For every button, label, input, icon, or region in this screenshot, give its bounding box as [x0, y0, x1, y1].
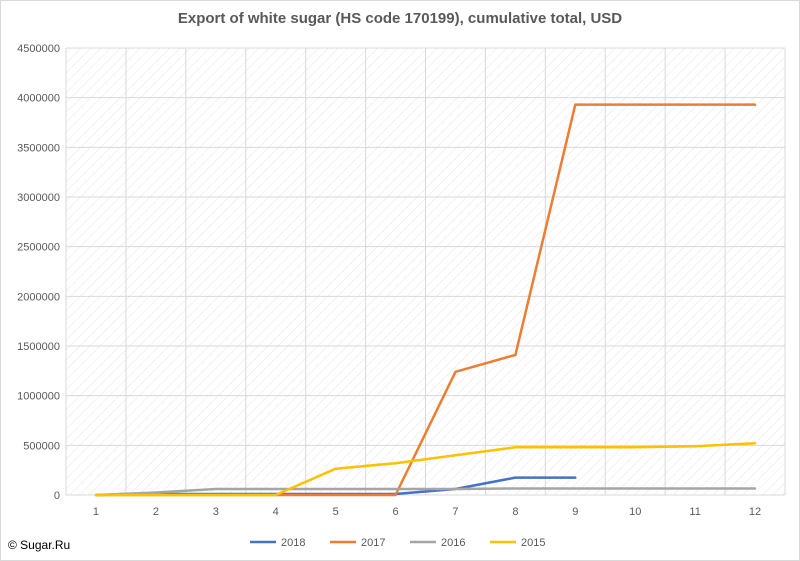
y-tick-label: 500000 — [23, 440, 60, 452]
legend-label-2016: 2016 — [441, 537, 465, 549]
y-tick-label: 2500000 — [17, 242, 60, 254]
x-tick-label: 7 — [452, 506, 458, 518]
legend-label-2015: 2015 — [521, 537, 545, 549]
x-axis-tick-labels: 1 2 3 4 5 6 7 8 9 10 11 12 — [93, 506, 761, 518]
x-tick-label: 5 — [333, 506, 339, 518]
x-tick-label: 6 — [392, 506, 398, 518]
x-tick-label: 10 — [629, 506, 641, 518]
x-tick-label: 4 — [273, 506, 279, 518]
y-tick-label: 3500000 — [17, 142, 60, 154]
x-tick-label: 2 — [153, 506, 159, 518]
x-tick-label: 12 — [749, 506, 761, 518]
x-tick-label: 11 — [689, 506, 700, 518]
y-tick-label: 4500000 — [17, 43, 60, 55]
y-tick-label: 0 — [54, 490, 60, 502]
gridlines — [65, 47, 786, 496]
y-tick-label: 1500000 — [17, 341, 60, 353]
x-tick-label: 1 — [93, 506, 99, 518]
y-tick-label: 3000000 — [17, 192, 60, 204]
series-line-2016 — [94, 487, 757, 497]
legend: 2018 2017 2016 2015 — [250, 537, 545, 549]
y-tick-label: 4000000 — [17, 93, 60, 105]
legend-label-2017: 2017 — [361, 537, 385, 549]
chart-title: Export of white sugar (HS code 170199), … — [177, 10, 623, 27]
series-line-2015 — [94, 442, 757, 497]
y-tick-label: 1000000 — [17, 391, 60, 403]
x-tick-label: 3 — [213, 506, 219, 518]
x-tick-label: 8 — [512, 506, 518, 518]
copyright-text: © Sugar.Ru — [8, 538, 71, 552]
y-tick-label: 2000000 — [17, 291, 60, 303]
x-tick-label: 9 — [572, 506, 578, 518]
y-axis-tick-labels: 0 500000 1000000 1500000 2000000 2500000 30000… — [17, 43, 60, 502]
legend-label-2018: 2018 — [281, 537, 305, 549]
series-lines — [94, 103, 757, 497]
